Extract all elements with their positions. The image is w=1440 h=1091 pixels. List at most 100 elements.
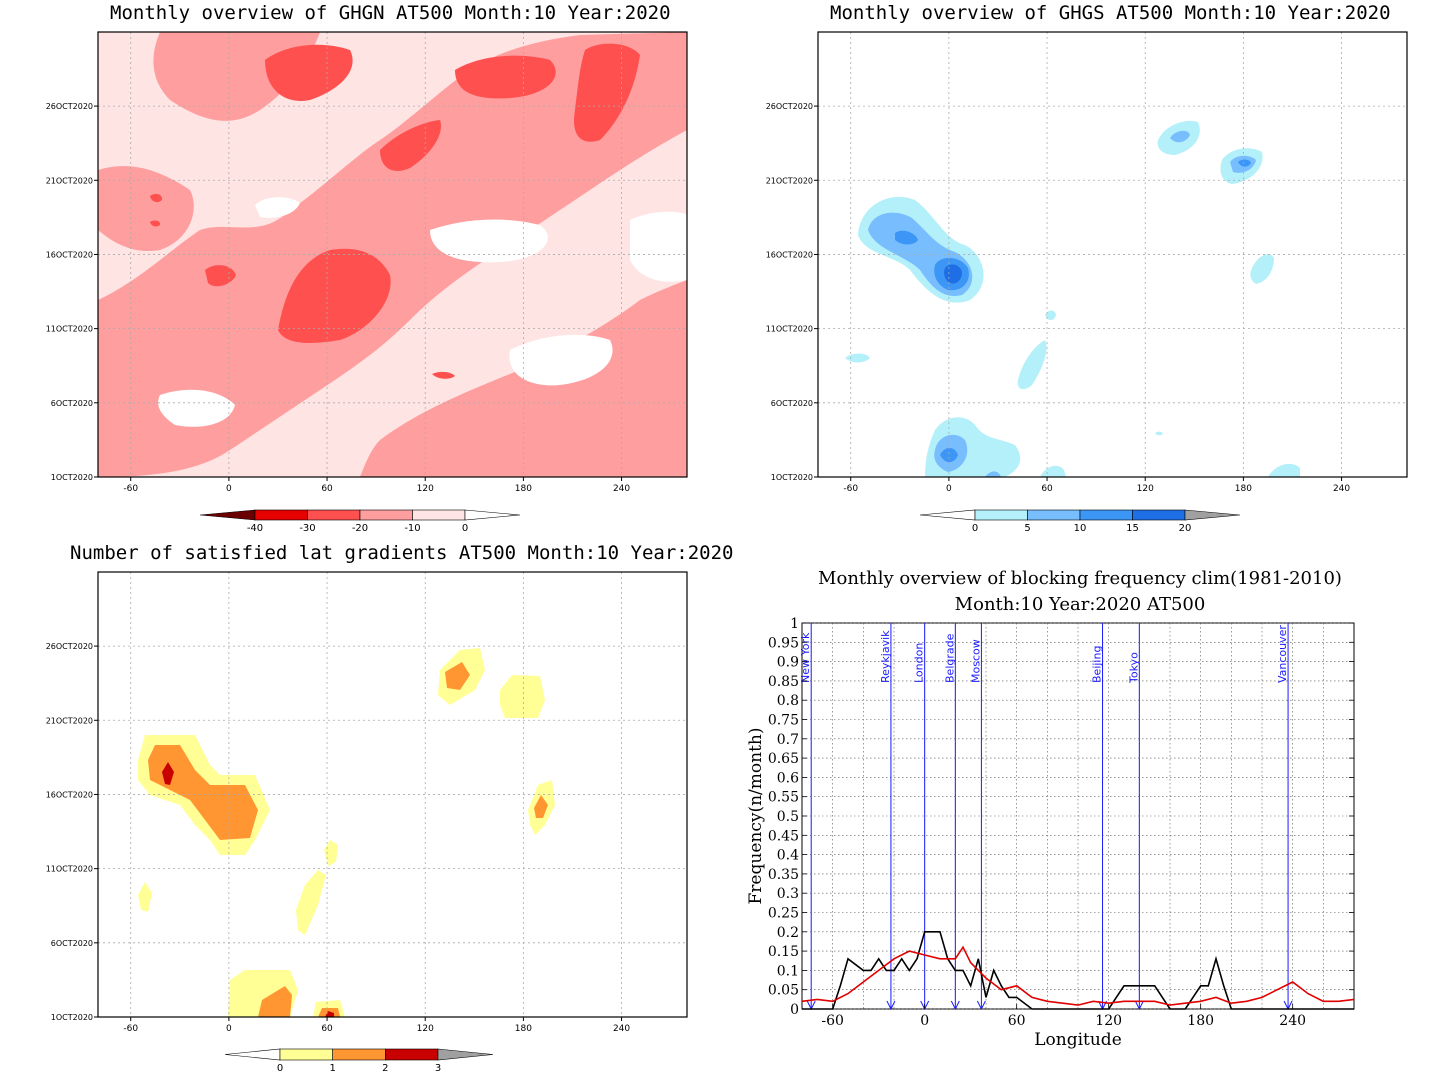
- colorbar-box: [279, 1048, 333, 1061]
- city-marker-arrow: [950, 1000, 960, 1011]
- ghgn-positive-2: [509, 334, 613, 386]
- y-tick-label: 0.8: [777, 693, 799, 709]
- y-tick-label: 21OCT2020: [766, 176, 813, 185]
- colorbar-box: [307, 509, 361, 521]
- ghgs-axes: -60 0 60 120 180 240 26OCT2020 21OCT2020 16OCT20…: [766, 102, 1351, 494]
- y-tick-label: 1: [790, 616, 799, 632]
- ghgn-band-minus20-g: [150, 193, 163, 203]
- y-tick-label: 0.7: [777, 732, 799, 748]
- ghgs-band-10-c: [1238, 159, 1251, 167]
- y-tick-label: 0.6: [777, 770, 799, 786]
- colorbar-box: [974, 509, 1028, 521]
- colorbar-label: 1: [329, 1063, 335, 1074]
- ghgs-map: -60 0 60 120 180 240 26OCT2020 21OCT2020 16OCT20…: [766, 31, 1408, 534]
- ghgn-positive-5: [255, 197, 300, 218]
- colorbar-high-triangle: [464, 509, 521, 521]
- x-tick-label: 120: [417, 1024, 434, 1034]
- x-tick-label: 120: [1095, 1013, 1122, 1029]
- y-tick-label: 0: [790, 1002, 799, 1018]
- series-line-observed: [802, 930, 1354, 1010]
- y-tick-label: 0.2: [777, 925, 799, 941]
- x-tick-label: 60: [1008, 1013, 1026, 1029]
- y-tick-label: 6OCT2020: [51, 939, 93, 948]
- city-label: Vancouver: [1276, 625, 1289, 683]
- colorbar-high-triangle: [437, 1048, 494, 1061]
- blocking-series: [801, 930, 1355, 1010]
- ghgs-band-0-g: [845, 353, 870, 363]
- x-tick-label: 0: [920, 1013, 929, 1029]
- blocking-chart: New York Reykjavik London Belgrade Moscow Bei…: [746, 616, 1355, 1050]
- ghgn-positive-1: [430, 219, 548, 263]
- x-tick-label: 120: [1137, 484, 1154, 494]
- y-tick-label: 0.35: [768, 867, 799, 883]
- blocking-title: Monthly overview of blocking frequency c…: [818, 568, 1342, 589]
- ghgs-band-0-d: [1250, 254, 1274, 284]
- colorbar-low-triangle: [224, 1048, 281, 1061]
- x-tick-label: -60: [123, 484, 138, 494]
- y-tick-label: 0.4: [777, 848, 799, 864]
- x-tick-label: 0: [946, 484, 952, 494]
- y-tick-label: 6OCT2020: [771, 399, 813, 408]
- ghgn-band-minus20-e: [380, 120, 441, 171]
- ghgs-title: Monthly overview of GHGS AT500 Month:10 …: [830, 2, 1391, 24]
- colorbar-label: -10: [404, 523, 420, 534]
- y-tick-label: 21OCT2020: [46, 176, 93, 185]
- ghgn-band-minus20-h: [150, 220, 161, 227]
- ghgs-band-0-i: [1040, 465, 1066, 477]
- colorbar-box: [1027, 509, 1081, 521]
- colorbar-box: [254, 509, 308, 521]
- ghgn-band-minus20-b: [265, 44, 353, 101]
- ghgs-band-10-h: [940, 447, 958, 463]
- city-label: London: [913, 643, 926, 683]
- grad-level2-d: [534, 795, 548, 818]
- grad-level1-c: [500, 675, 545, 718]
- y-tick-label: 11OCT2020: [766, 325, 813, 334]
- ghgs-colorbar: 0 5 10 15 20: [919, 509, 1241, 534]
- ghgn-map: -60 0 60 120 180 240 26OCT2020 21OCT2020 16OCT20…: [46, 31, 688, 534]
- ghgs-band-10-b: [895, 230, 918, 245]
- grad-level3-a: [162, 762, 174, 785]
- x-tick-label: 240: [613, 484, 630, 494]
- grad-level1-f: [324, 840, 338, 866]
- colorbar-box: [1079, 509, 1133, 521]
- y-tick-label: 16OCT2020: [46, 250, 93, 259]
- y-tick-label: 0.45: [768, 828, 799, 844]
- ghgn-axes: -60 0 60 120 180 240 26OCT2020 21OCT2020 16OCT20…: [46, 102, 631, 494]
- colorbar-label: -30: [299, 523, 315, 534]
- colorbar-box: [1132, 509, 1186, 521]
- gradients-colorbar: 0 1 2 3: [224, 1048, 494, 1074]
- colorbar-box: [359, 509, 413, 521]
- colorbar-label: 3: [435, 1063, 441, 1074]
- x-tick-label: 180: [1235, 484, 1252, 494]
- city-marker-arrow: [886, 1000, 896, 1011]
- y-tick-label: 26OCT2020: [766, 102, 813, 111]
- ghgn-band-minus20-a: [278, 248, 391, 343]
- gradients-axes: -60 0 60 120 180 240 26OCT2020 21OCT2020 16OCT20…: [46, 642, 631, 1034]
- y-tick-label: 0.65: [768, 751, 799, 767]
- y-tick-label: 11OCT2020: [46, 325, 93, 334]
- x-tick-label: -60: [821, 1013, 844, 1029]
- y-tick-label: 11OCT2020: [46, 865, 93, 874]
- ghgn-title: Monthly overview of GHGN AT500 Month:10 …: [110, 2, 671, 24]
- colorbar-box: [332, 1048, 386, 1061]
- gradients-title: Number of satisfied lat gradients AT500 …: [70, 542, 734, 564]
- y-tick-label: 0.85: [768, 674, 799, 690]
- blocking-axes: 0 0.05 0.1 0.15 0.2 0.25 0.3 0.35 0.4 0.45 0.5 0.55…: [768, 616, 1354, 1029]
- x-tick-label: 120: [417, 484, 434, 494]
- grad-level2-b: [445, 662, 470, 690]
- x-tick-label: -60: [123, 1024, 138, 1034]
- gradients-map: -60 0 60 120 180 24026OCT202021OCT202016OCT20…: [46, 571, 688, 1074]
- colorbar-label: -20: [352, 523, 368, 534]
- colorbar-high-triangle: [1184, 509, 1241, 521]
- y-tick-label: 1OCT2020: [51, 473, 93, 482]
- colorbar-low-triangle: [919, 509, 976, 521]
- blocking-subtitle: Month:10 Year:2020 AT500: [954, 594, 1206, 615]
- y-tick-label: 0.75: [768, 713, 799, 729]
- city-marker-arrow: [1134, 1000, 1144, 1011]
- colorbar-label: 15: [1126, 523, 1139, 534]
- city-label: Moscow: [969, 639, 982, 683]
- ghgs-band-5-b: [1170, 130, 1190, 143]
- colorbar-label: 0: [972, 523, 978, 534]
- city-marker-arrow: [976, 1000, 986, 1011]
